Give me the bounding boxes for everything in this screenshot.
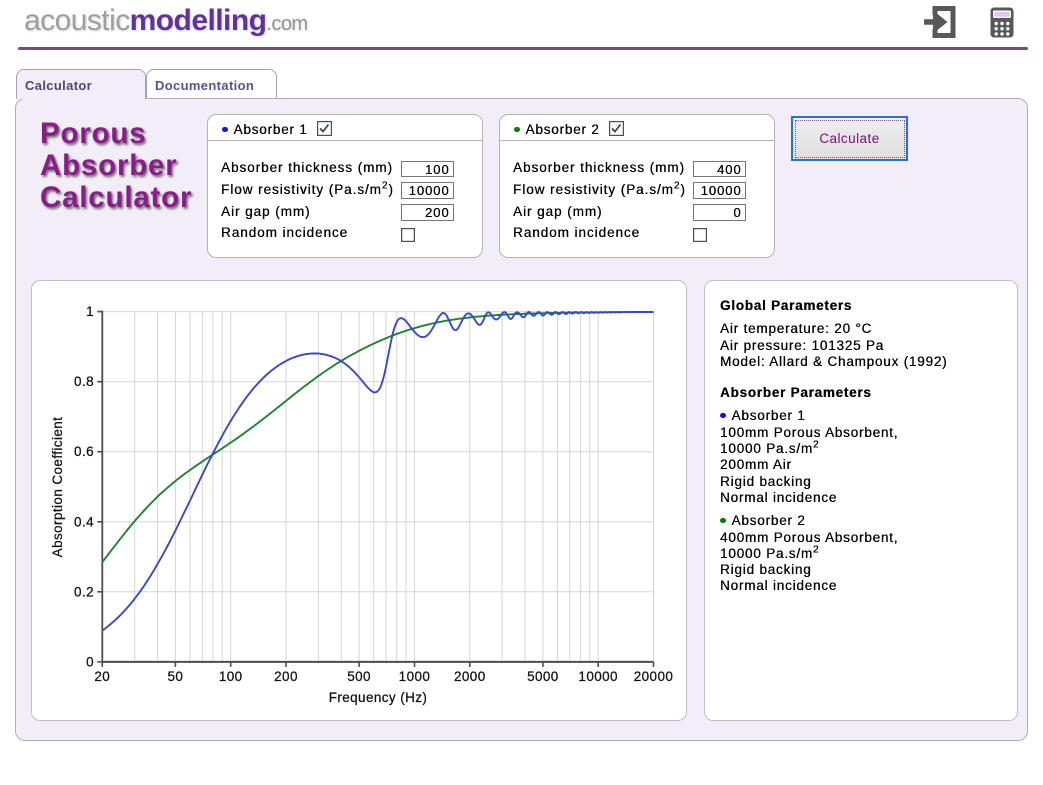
svg-text:20: 20 [94, 669, 110, 684]
svg-text:Absorption Coefficient: Absorption Coefficient [50, 417, 65, 558]
svg-text:0.8: 0.8 [74, 374, 94, 389]
svg-text:20000: 20000 [634, 669, 674, 684]
svg-text:50: 50 [167, 669, 183, 684]
svg-text:Frequency (Hz): Frequency (Hz) [329, 690, 428, 705]
svg-text:100: 100 [219, 669, 243, 684]
svg-text:500: 500 [347, 669, 371, 684]
svg-text:10000: 10000 [578, 669, 618, 684]
svg-text:0.6: 0.6 [74, 444, 94, 459]
svg-text:0.4: 0.4 [74, 514, 94, 529]
svg-text:5000: 5000 [527, 669, 559, 684]
svg-text:0: 0 [86, 654, 94, 669]
svg-text:2000: 2000 [454, 669, 486, 684]
svg-text:200: 200 [274, 669, 298, 684]
svg-text:0.2: 0.2 [74, 584, 94, 599]
svg-text:1000: 1000 [399, 669, 431, 684]
svg-text:1: 1 [86, 304, 94, 319]
